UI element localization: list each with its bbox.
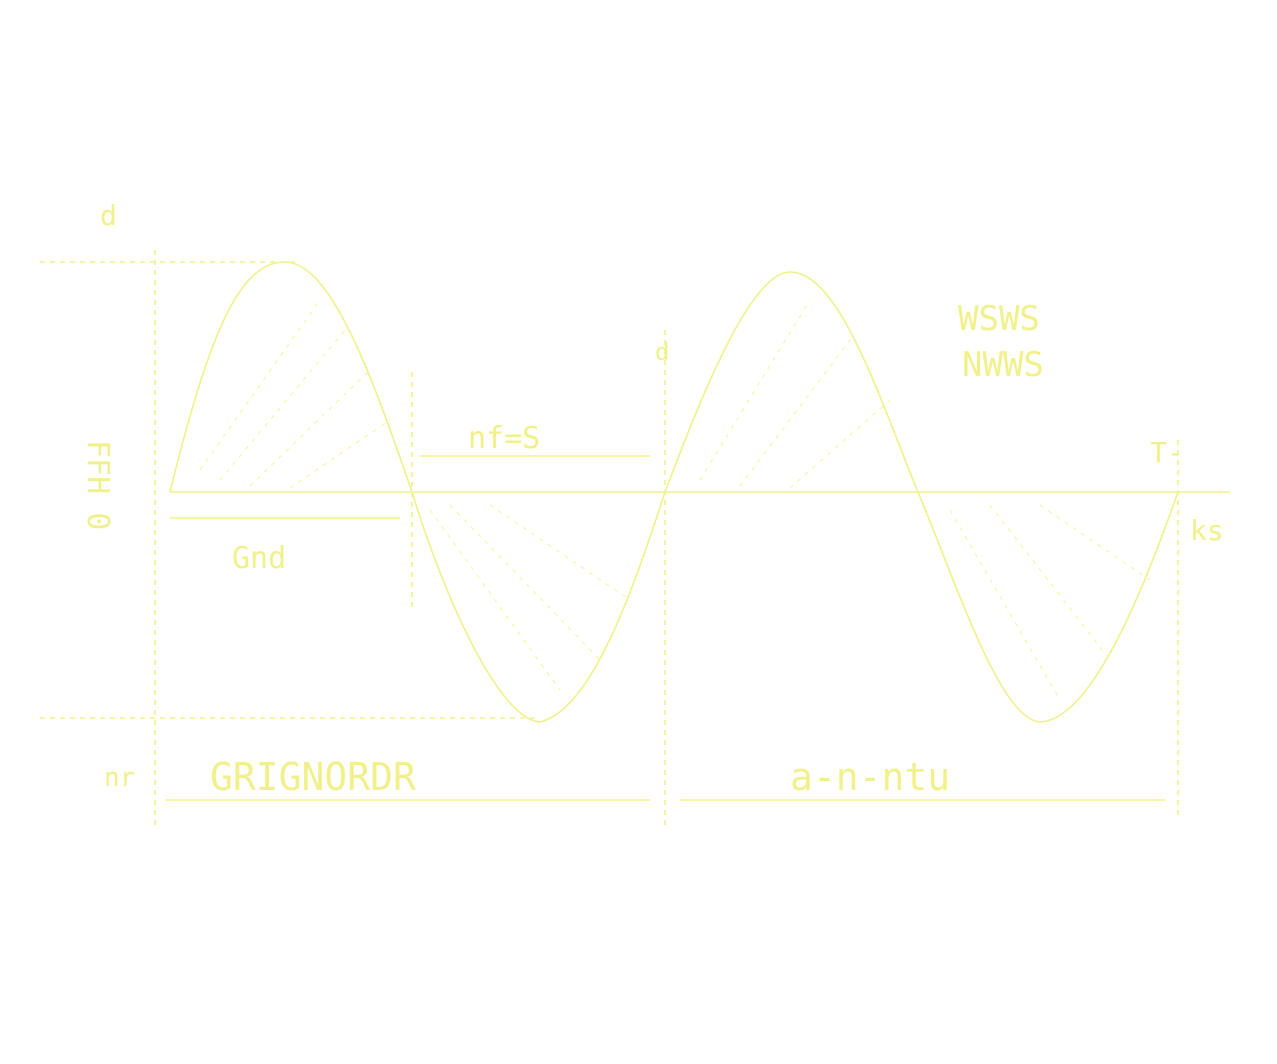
mid-label-top: nf=S <box>468 421 540 456</box>
axis-mark-top: d <box>655 338 669 366</box>
waveform-curve <box>169 261 1179 723</box>
mid-label-bottom: Gnd <box>232 541 286 576</box>
interval-1-label: GRIGNORDR <box>210 755 416 799</box>
corner-mark: d <box>100 199 117 232</box>
vertical-label: FFH 0 <box>80 440 115 530</box>
interval-2-label: a-n-ntu <box>790 755 950 799</box>
lobe-hatching <box>199 299 1151 701</box>
far-right-label: T- <box>1150 436 1184 469</box>
upper-right-label-2: NWWS <box>962 345 1044 385</box>
right-small-label: ks <box>1190 514 1224 547</box>
bottom-left-label: nr <box>104 763 135 793</box>
upper-right-label-1: WSWS <box>958 299 1040 339</box>
